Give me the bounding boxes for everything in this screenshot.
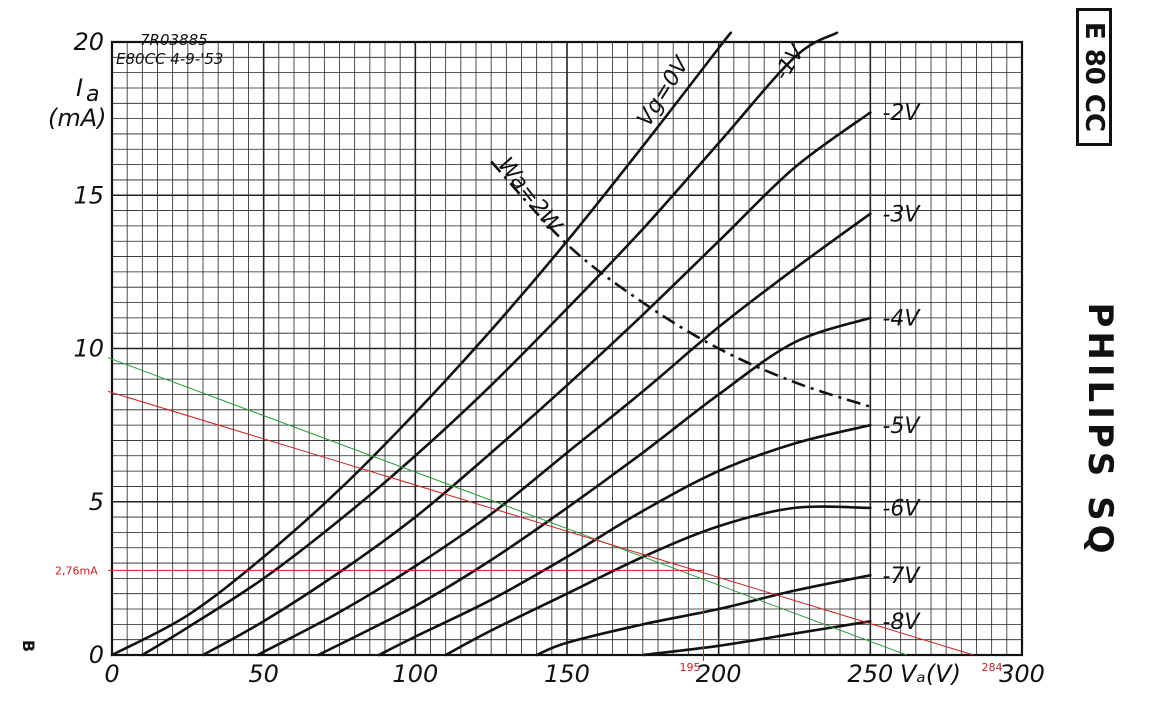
side-mark: B [19, 639, 38, 653]
curve-label8v: -8V [882, 610, 921, 635]
curve-label4v: -4V [882, 307, 921, 332]
y-tick-label: 10 [73, 335, 104, 363]
x-axis-label: Vₐ(V) [900, 660, 961, 688]
curve-label3v: -3V [882, 202, 921, 227]
x-tick-label: 300 [999, 660, 1045, 688]
operating-point-y-label: 2,76mA [55, 564, 98, 577]
header-code: 7R03885 [140, 31, 208, 49]
curve-label6v: -6V [882, 497, 921, 522]
grid [110, 40, 1024, 657]
y-axis-subscript: a [86, 82, 99, 107]
x-tick-label: 0 [104, 660, 119, 688]
x-tick-label: 100 [392, 660, 438, 688]
curve-1v [141, 31, 839, 657]
operating-point-x-label: 195 [680, 661, 701, 674]
tube-type-box: E 80 CC [1076, 8, 1112, 146]
curve-4v [316, 316, 872, 657]
curve-3v [256, 212, 872, 657]
y-tick-label: 20 [73, 28, 104, 56]
y-axis-symbol: I [76, 74, 83, 102]
y-tick-label: 15 [73, 181, 104, 209]
curve-label2v: -2V [882, 101, 921, 126]
labels: 0 50 100 150 200 250 300 0 5 10 15 20 I a(mA) Vₐ(V) 7R0… [48, 28, 1045, 688]
load-line-1 [107, 357, 907, 656]
y-tick-label: 0 [89, 641, 104, 669]
curves [110, 31, 872, 657]
curve-5v [377, 423, 872, 657]
x-tick-label: 150 [544, 660, 590, 688]
y-tick-label: 5 [89, 488, 104, 516]
extra-x-label: 284 [981, 661, 1002, 674]
x-tick-label: 250 [847, 660, 893, 688]
header-tube-date: E80CC 4-9-'53 [116, 50, 223, 68]
tube-type-text: E 80 CC [1079, 21, 1109, 133]
curve-vg0v [110, 31, 733, 657]
curve-label5v: -5V [882, 414, 921, 439]
curve-8v [641, 619, 872, 657]
curve-7v [535, 574, 872, 657]
plot-frame [110, 40, 1024, 657]
y-axis-unit: (mA) [48, 104, 107, 132]
curve-label7v: -7V [882, 564, 921, 589]
overlay [107, 357, 974, 661]
x-tick-label: 200 [696, 660, 742, 688]
x-tick-label: 50 [248, 660, 279, 688]
dissipation-curve [490, 160, 871, 408]
load-line-2 [107, 390, 974, 656]
brand-text: PHILIPS SQ [1080, 302, 1120, 558]
curve-2v [201, 111, 872, 657]
